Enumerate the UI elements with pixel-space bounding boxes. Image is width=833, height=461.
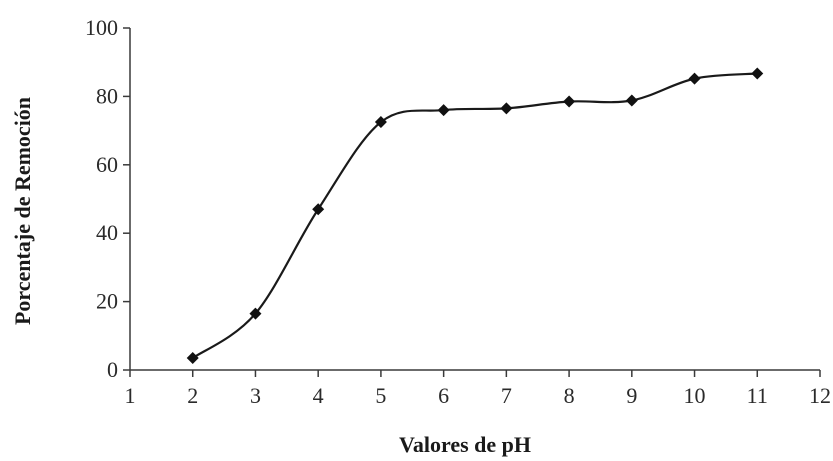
x-tick-label: 12 bbox=[809, 383, 831, 408]
y-tick-label: 0 bbox=[107, 357, 118, 382]
data-point bbox=[688, 72, 701, 85]
y-axis-ticks: 0 20 40 60 80 100 bbox=[85, 15, 130, 382]
data-point bbox=[312, 203, 325, 216]
x-tick-label: 6 bbox=[438, 383, 449, 408]
data-point bbox=[500, 102, 513, 115]
y-tick-label: 100 bbox=[85, 15, 118, 40]
y-tick-label: 40 bbox=[96, 220, 118, 245]
data-point bbox=[374, 116, 387, 129]
x-tick-label: 9 bbox=[626, 383, 637, 408]
y-tick-label: 60 bbox=[96, 152, 118, 177]
series-line bbox=[192, 72, 758, 359]
y-tick-label: 20 bbox=[96, 289, 118, 314]
data-point bbox=[563, 95, 576, 108]
data-markers bbox=[186, 67, 764, 365]
data-point bbox=[437, 104, 450, 117]
x-tick-label: 2 bbox=[187, 383, 198, 408]
x-axis-ticks: 1 2 3 4 5 6 7 8 9 10 11 12 bbox=[125, 370, 831, 408]
x-tick-label: 3 bbox=[250, 383, 261, 408]
y-axis-title: Porcentaje de Remoción bbox=[10, 97, 35, 325]
data-point bbox=[186, 352, 199, 365]
y-tick-label: 80 bbox=[96, 83, 118, 108]
x-tick-label: 10 bbox=[684, 383, 706, 408]
x-tick-label: 1 bbox=[125, 383, 136, 408]
data-point bbox=[751, 67, 764, 80]
x-tick-label: 4 bbox=[313, 383, 324, 408]
x-axis-title: Valores de pH bbox=[399, 432, 531, 457]
x-tick-label: 8 bbox=[564, 383, 575, 408]
data-point bbox=[625, 94, 638, 107]
data-point bbox=[249, 307, 262, 320]
x-tick-label: 7 bbox=[501, 383, 512, 408]
x-tick-label: 5 bbox=[375, 383, 386, 408]
x-tick-label: 11 bbox=[747, 383, 768, 408]
